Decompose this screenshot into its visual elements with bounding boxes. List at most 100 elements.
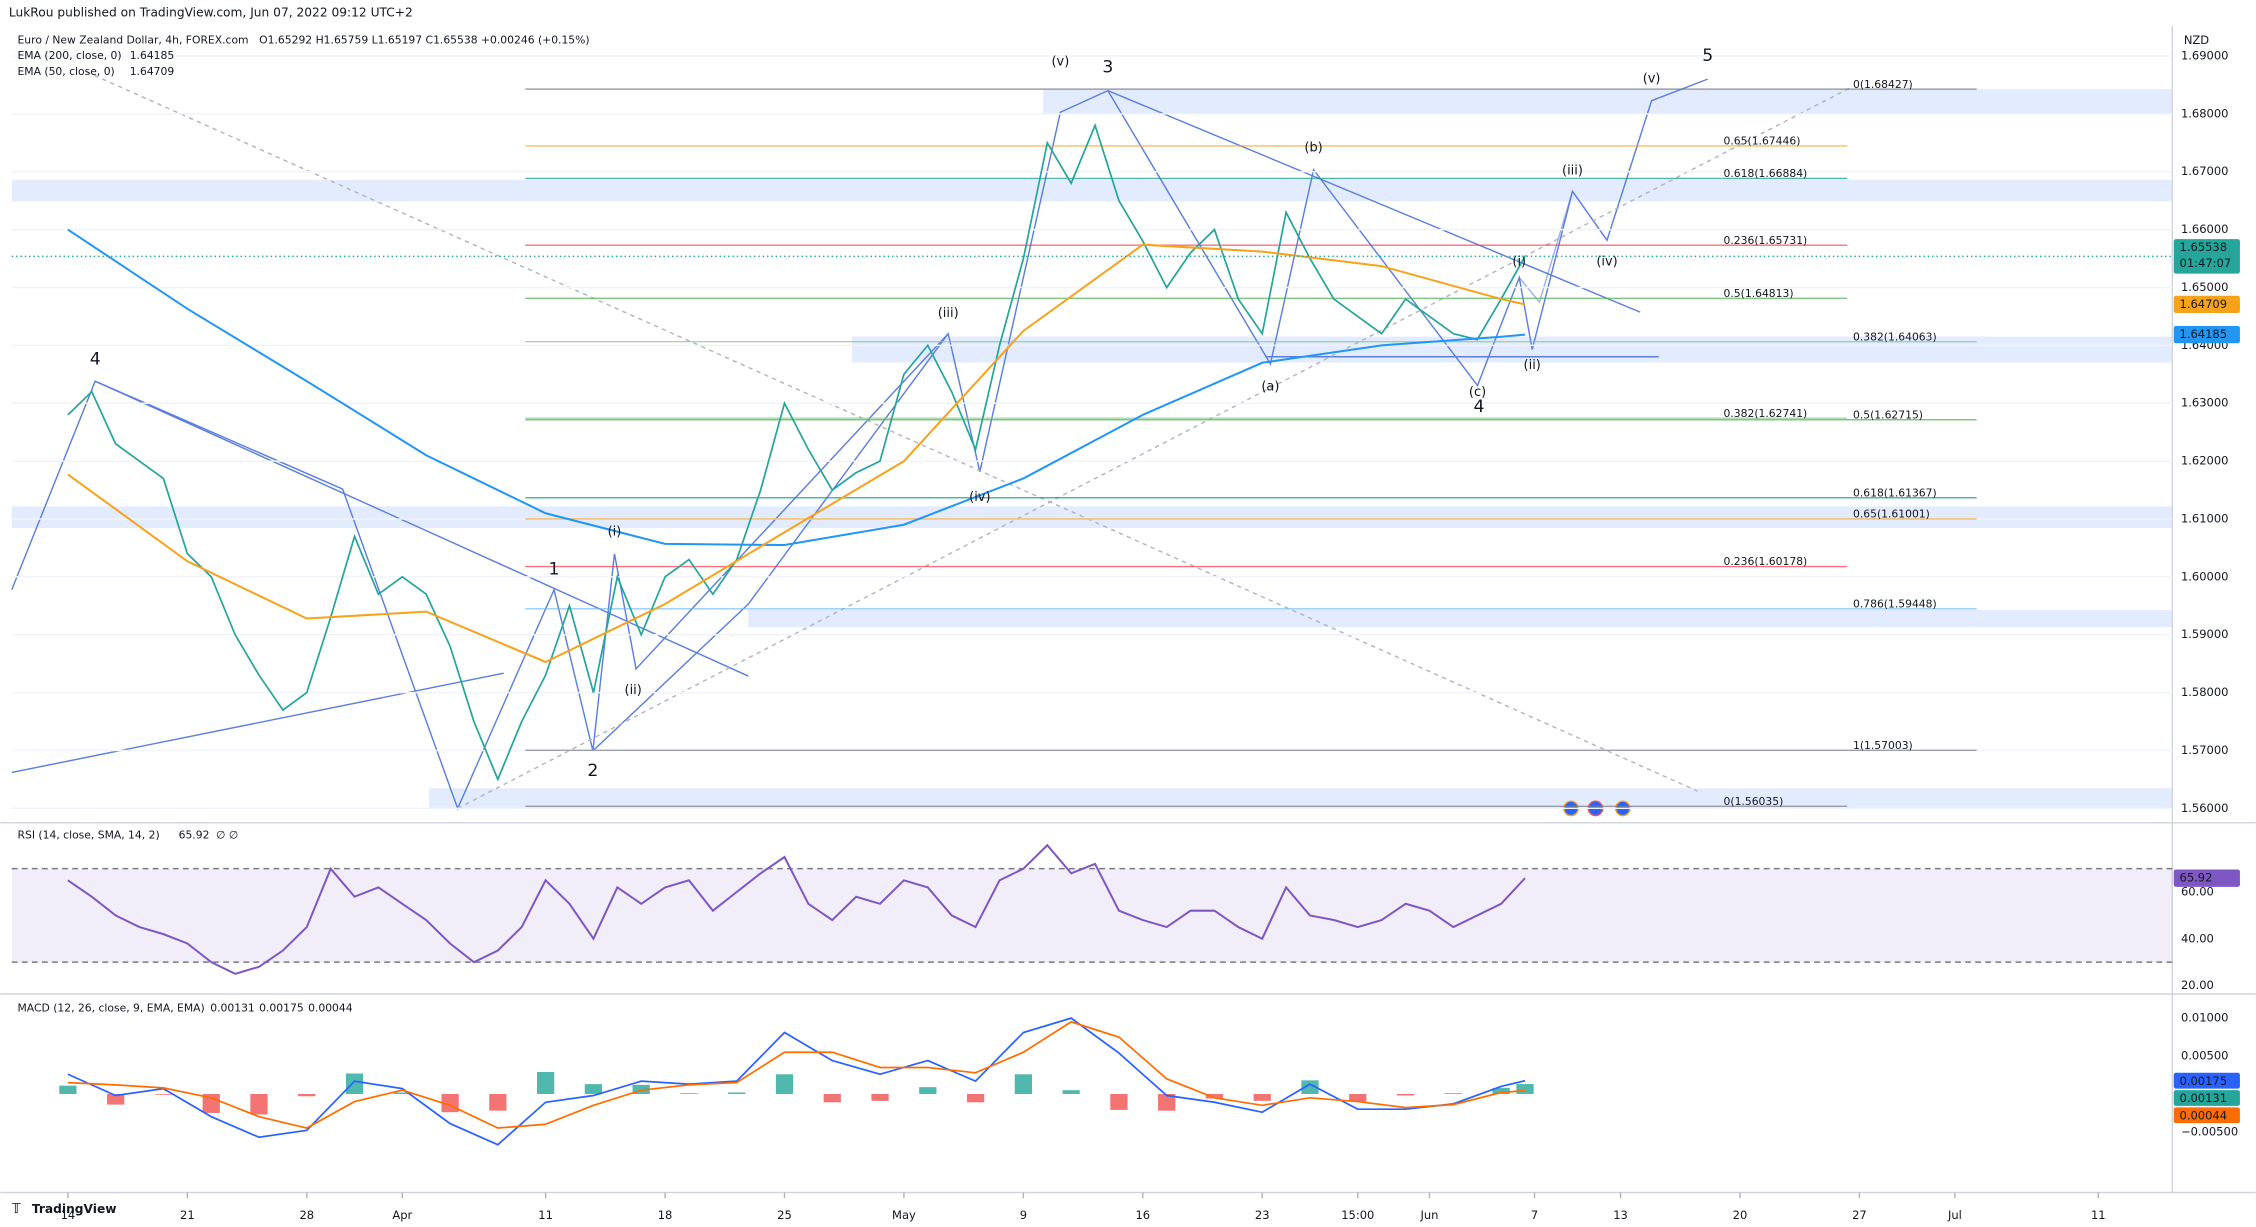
legend-value: 65.92: [179, 829, 210, 842]
price-badge-label: 1.64709: [2180, 297, 2228, 311]
legend-title: MACD (12, 26, close, 9, EMA, EMA): [18, 1001, 205, 1014]
y-tick-label: 1.67000: [2181, 164, 2229, 178]
histogram-bar: [1396, 1093, 1415, 1096]
wave-label: 5: [1702, 46, 1713, 66]
histogram-bar: [584, 1084, 603, 1094]
histogram-bar: [680, 1093, 698, 1094]
channel: [592, 333, 949, 752]
zone: [428, 788, 2173, 809]
fib-label: 0.5(1.62715): [1853, 408, 1923, 421]
histogram-bar: [298, 1093, 316, 1097]
header: LukRou published on TradingView.com, Jun…: [9, 5, 413, 19]
fib-label: 0(1.68427): [1853, 78, 1913, 91]
fib-label: 0.382(1.64063): [1853, 330, 1937, 343]
price-badge: [2173, 326, 2240, 344]
fib-label: 0(1.56035): [1724, 795, 1784, 808]
x-tick-label: 20: [1733, 1208, 1748, 1222]
trendlines: [11, 71, 1854, 811]
histogram-bar: [536, 1071, 555, 1094]
histogram-bar: [1349, 1093, 1367, 1102]
wave-label: (iii): [938, 306, 959, 321]
y-tick-label: 0.01000: [2181, 1011, 2229, 1025]
series-line: [67, 843, 1526, 975]
histogram-bar: [345, 1073, 364, 1094]
histogram-bar: [728, 1092, 746, 1094]
wave-label: (a): [1261, 379, 1279, 394]
x-tick-label: 11: [2091, 1208, 2106, 1222]
wave-label: (i): [608, 525, 622, 540]
fib-label: 1(1.57003): [1853, 739, 1913, 752]
x-tick-label: 14: [61, 1208, 76, 1222]
x-tick-label: 16: [1135, 1208, 1150, 1222]
fib-label: 0.382(1.62741): [1724, 407, 1808, 420]
fib-label: 0.786(1.59448): [1853, 597, 1937, 610]
price-badge-label: 0.00044: [2180, 1108, 2228, 1122]
histogram-bar: [1444, 1093, 1462, 1094]
x-tick-label: 27: [1852, 1208, 1867, 1222]
legend-extra: ∅ ∅: [216, 829, 238, 842]
price-badge: [2173, 1072, 2240, 1089]
histogram-bar: [250, 1093, 268, 1115]
histogram-bar: [1516, 1084, 1534, 1094]
legend-name: EMA (50, close, 0): [18, 65, 115, 78]
y-tick-label: 20.00: [2181, 978, 2214, 992]
fib-label: 0.65(1.61001): [1853, 508, 1930, 521]
price-badge: [2173, 1090, 2240, 1106]
series-line: [67, 228, 1526, 547]
x-tick-label: 18: [658, 1208, 673, 1222]
wave-label: (i): [1512, 254, 1526, 269]
x-tick-label: 25: [777, 1208, 792, 1222]
series-line: [67, 1017, 1526, 1146]
wave-label: (v): [1643, 72, 1661, 87]
zone: [851, 336, 2173, 363]
histogram-bar: [154, 1093, 173, 1095]
y-tick-label: 1.56000: [2181, 801, 2229, 815]
wave-label: (iv): [1596, 254, 1617, 269]
fib-label: 0.618(1.66884): [1724, 167, 1808, 180]
zone: [11, 179, 2173, 202]
y-tick-label: 1.63000: [2181, 396, 2229, 410]
legend-title: Euro / New Zealand Dollar, 4h, FOREX.com: [18, 33, 249, 46]
wave-label: (iii): [1562, 164, 1583, 179]
legend-name: EMA (200, close, 0): [18, 49, 122, 62]
histogram-bar: [871, 1093, 889, 1101]
wave-label: (ii): [1524, 358, 1541, 373]
rsi-band: [11, 868, 2173, 963]
series-line: [67, 243, 1526, 664]
histogram-bar: [1158, 1093, 1176, 1111]
wave-label: (iv): [969, 490, 990, 505]
histogram-bar: [489, 1093, 507, 1111]
histogram-bar: [1014, 1074, 1032, 1094]
price-badge: [2173, 239, 2240, 274]
x-tick-label: 21: [180, 1208, 195, 1222]
wave-label: 4: [1473, 397, 1484, 417]
series-line: [67, 1020, 1526, 1129]
y-tick-label: 1.61000: [2181, 511, 2229, 525]
zone: [748, 609, 2173, 628]
x-tick-label: Jul: [1947, 1208, 1962, 1222]
y-tick-label: 1.68000: [2181, 106, 2229, 120]
x-tick-label: 15:00: [1341, 1208, 1374, 1222]
wave-label: (b): [1304, 141, 1322, 156]
series-line: [67, 122, 1526, 782]
legend-value: 0.00175: [259, 1001, 304, 1014]
x-tick-label: Jun: [1419, 1208, 1438, 1222]
y-tick-label: 1.62000: [2181, 454, 2229, 468]
zones: [11, 89, 2173, 809]
histogram-bar: [1301, 1080, 1319, 1094]
legend-value: 0.00044: [308, 1001, 353, 1014]
footer: TradingView: [32, 1202, 117, 1216]
price-badge: [2173, 1107, 2240, 1124]
y-tick-label: 0.00500: [2181, 1049, 2229, 1063]
x-tick-label: 9: [1020, 1208, 1027, 1222]
x-tick-label: 28: [299, 1208, 314, 1222]
legend-ohlc: O1.65292 H1.65759 L1.65197 C1.65538 +0.0…: [259, 33, 589, 46]
histogram-bar: [775, 1074, 794, 1094]
histogram-bar: [1062, 1090, 1080, 1094]
wave-label: 1: [549, 560, 560, 580]
histogram-bar: [107, 1093, 125, 1105]
diagonal: [457, 85, 1854, 810]
price-badge-label: 1.65538: [2180, 240, 2228, 254]
y-tick-label: −0.00500: [2181, 1124, 2238, 1138]
